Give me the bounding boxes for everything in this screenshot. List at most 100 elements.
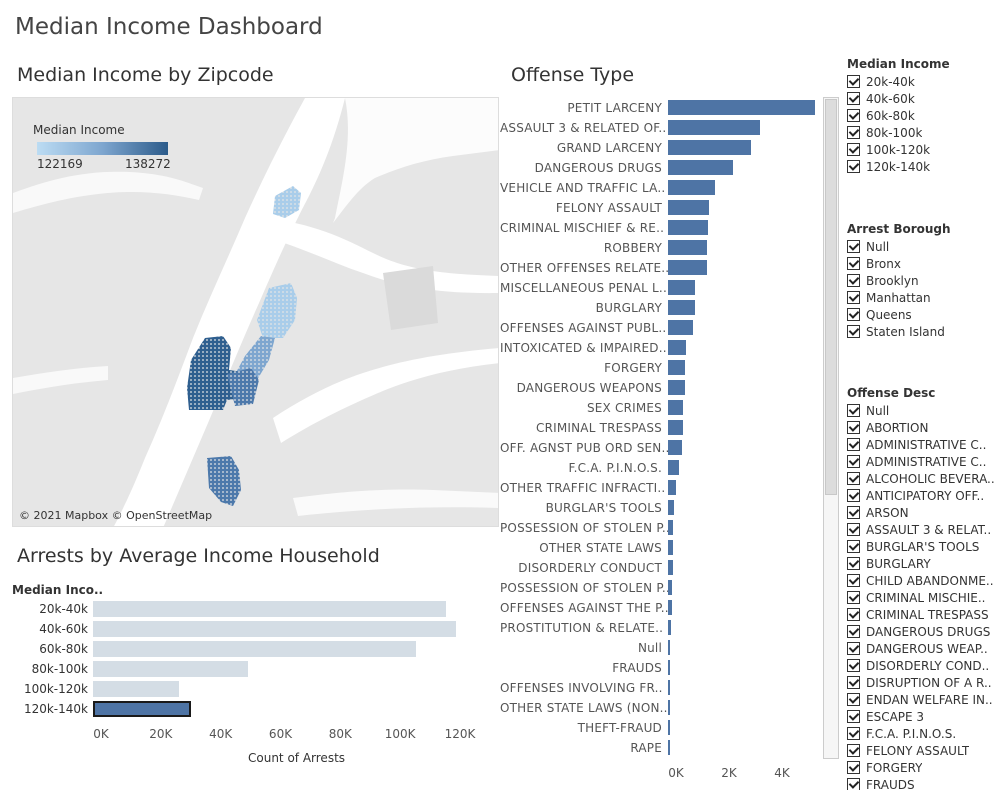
filter-option-offense[interactable]: DANGEROUS DRUGS — [847, 623, 997, 640]
offense-bar[interactable] — [668, 540, 673, 555]
filter-option-offense[interactable]: FRAUDS — [847, 776, 997, 790]
checkbox-checked-icon[interactable] — [847, 591, 860, 604]
checkbox-checked-icon[interactable] — [847, 574, 860, 587]
checkbox-checked-icon[interactable] — [847, 160, 860, 173]
checkbox-checked-icon[interactable] — [847, 642, 860, 655]
filter-option-income[interactable]: 120k-140k — [847, 158, 997, 175]
checkbox-checked-icon[interactable] — [847, 506, 860, 519]
checkbox-checked-icon[interactable] — [847, 143, 860, 156]
offense-bar[interactable] — [668, 340, 686, 355]
offense-bar[interactable] — [668, 680, 670, 695]
checkbox-checked-icon[interactable] — [847, 404, 860, 417]
filter-option-borough[interactable]: Queens — [847, 306, 997, 323]
map-attribution[interactable]: © 2021 Mapbox © OpenStreetMap — [19, 509, 213, 522]
checkbox-checked-icon[interactable] — [847, 727, 860, 740]
filter-option-offense[interactable]: DANGEROUS WEAP.. — [847, 640, 997, 657]
offense-bar[interactable] — [668, 500, 674, 515]
offense-bar[interactable] — [668, 240, 707, 255]
checkbox-checked-icon[interactable] — [847, 75, 860, 88]
arrests-bar[interactable] — [93, 621, 456, 637]
filter-option-offense[interactable]: ABORTION — [847, 419, 997, 436]
checkbox-checked-icon[interactable] — [847, 659, 860, 672]
filter-option-offense[interactable]: BURGLAR'S TOOLS — [847, 538, 997, 555]
offense-bar[interactable] — [668, 740, 670, 755]
offense-bar[interactable] — [668, 460, 679, 475]
filter-option-borough[interactable]: Bronx — [847, 255, 997, 272]
filter-option-offense[interactable]: DISRUPTION OF A R.. — [847, 674, 997, 691]
filter-option-borough[interactable]: Brooklyn — [847, 272, 997, 289]
filter-option-offense[interactable]: ENDAN WELFARE IN.. — [847, 691, 997, 708]
offense-scrollbar[interactable] — [823, 97, 839, 759]
offense-scroll-thumb[interactable] — [825, 99, 837, 495]
offense-bar[interactable] — [668, 300, 695, 315]
checkbox-checked-icon[interactable] — [847, 761, 860, 774]
arrests-bar[interactable] — [93, 641, 416, 657]
checkbox-checked-icon[interactable] — [847, 308, 860, 321]
offense-bar[interactable] — [668, 400, 683, 415]
filter-option-offense[interactable]: CRIMINAL TRESPASS — [847, 606, 997, 623]
filter-option-offense[interactable]: BURGLARY — [847, 555, 997, 572]
offense-bar[interactable] — [668, 180, 715, 195]
checkbox-checked-icon[interactable] — [847, 540, 860, 553]
checkbox-checked-icon[interactable] — [847, 625, 860, 638]
checkbox-checked-icon[interactable] — [847, 325, 860, 338]
checkbox-checked-icon[interactable] — [847, 778, 860, 790]
offense-bar[interactable] — [668, 620, 671, 635]
arrests-bar[interactable] — [93, 601, 446, 617]
filter-option-offense[interactable]: ADMINISTRATIVE C.. — [847, 436, 997, 453]
checkbox-checked-icon[interactable] — [847, 257, 860, 270]
checkbox-checked-icon[interactable] — [847, 291, 860, 304]
filter-option-income[interactable]: 40k-60k — [847, 90, 997, 107]
filter-option-borough[interactable]: Staten Island — [847, 323, 997, 340]
filter-option-borough[interactable]: Null — [847, 238, 997, 255]
offense-bar[interactable] — [668, 480, 676, 495]
arrests-bar[interactable] — [93, 701, 191, 717]
checkbox-checked-icon[interactable] — [847, 109, 860, 122]
filter-option-offense[interactable]: CHILD ABANDONME.. — [847, 572, 997, 589]
checkbox-checked-icon[interactable] — [847, 523, 860, 536]
filter-option-offense[interactable]: ASSAULT 3 & RELAT.. — [847, 521, 997, 538]
filter-option-offense[interactable]: ESCAPE 3 — [847, 708, 997, 725]
checkbox-checked-icon[interactable] — [847, 438, 860, 451]
offense-bar[interactable] — [668, 320, 693, 335]
income-map[interactable]: Median Income 122169 138272 © 2021 Mapbo… — [12, 97, 499, 527]
offense-bar[interactable] — [668, 120, 760, 135]
checkbox-checked-icon[interactable] — [847, 676, 860, 689]
filter-option-offense[interactable]: ARSON — [847, 504, 997, 521]
offense-bar[interactable] — [668, 140, 751, 155]
offense-bar[interactable] — [668, 580, 672, 595]
offense-bar[interactable] — [668, 260, 707, 275]
offense-bar[interactable] — [668, 360, 685, 375]
checkbox-checked-icon[interactable] — [847, 557, 860, 570]
checkbox-checked-icon[interactable] — [847, 126, 860, 139]
arrests-bar[interactable] — [93, 681, 179, 697]
offense-bar[interactable] — [668, 440, 682, 455]
checkbox-checked-icon[interactable] — [847, 472, 860, 485]
checkbox-checked-icon[interactable] — [847, 489, 860, 502]
checkbox-checked-icon[interactable] — [847, 455, 860, 468]
offense-bar[interactable] — [668, 100, 815, 115]
checkbox-checked-icon[interactable] — [847, 608, 860, 621]
filter-option-income[interactable]: 80k-100k — [847, 124, 997, 141]
offense-bar[interactable] — [668, 380, 685, 395]
offense-bar[interactable] — [668, 220, 708, 235]
filter-option-income[interactable]: 100k-120k — [847, 141, 997, 158]
checkbox-checked-icon[interactable] — [847, 421, 860, 434]
checkbox-checked-icon[interactable] — [847, 92, 860, 105]
offense-bar[interactable] — [668, 280, 695, 295]
offense-bar[interactable] — [668, 200, 709, 215]
checkbox-checked-icon[interactable] — [847, 744, 860, 757]
filter-option-borough[interactable]: Manhattan — [847, 289, 997, 306]
filter-option-income[interactable]: 60k-80k — [847, 107, 997, 124]
checkbox-checked-icon[interactable] — [847, 274, 860, 287]
checkbox-checked-icon[interactable] — [847, 710, 860, 723]
offense-bar[interactable] — [668, 600, 672, 615]
offense-bar[interactable] — [668, 660, 670, 675]
filter-option-offense[interactable]: FORGERY — [847, 759, 997, 776]
offense-bar[interactable] — [668, 640, 670, 655]
filter-option-offense[interactable]: Null — [847, 402, 997, 419]
offense-bar[interactable] — [668, 720, 670, 735]
filter-option-income[interactable]: 20k-40k — [847, 73, 997, 90]
filter-option-offense[interactable]: ALCOHOLIC BEVERA.. — [847, 470, 997, 487]
arrests-bar[interactable] — [93, 661, 248, 677]
